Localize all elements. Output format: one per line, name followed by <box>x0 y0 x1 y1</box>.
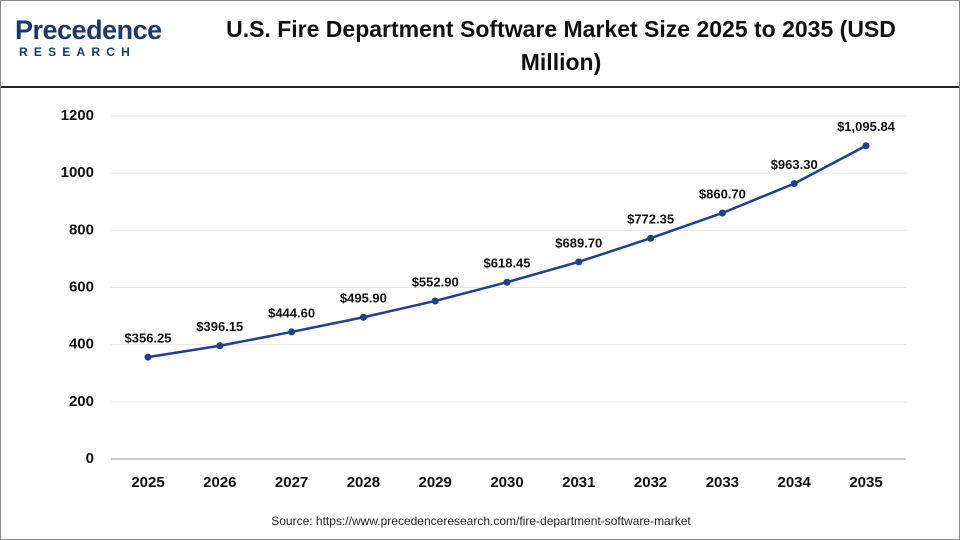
y-tick-label: 400 <box>69 336 94 353</box>
value-label: $860.70 <box>699 186 746 201</box>
y-tick-label: 0 <box>86 450 94 467</box>
x-tick-label: 2027 <box>275 474 308 491</box>
point <box>359 313 367 321</box>
x-tick-label: 2025 <box>131 474 164 491</box>
point <box>718 209 726 217</box>
value-label: $356.25 <box>125 331 172 346</box>
y-tick-label: 800 <box>69 221 94 238</box>
y-tick-label: 1200 <box>61 107 94 124</box>
value-label: $963.30 <box>771 157 818 172</box>
chart-title: U.S. Fire Department Software Market Siz… <box>226 16 896 75</box>
value-label: $1,095.84 <box>837 119 896 134</box>
value-label: $495.90 <box>340 291 387 306</box>
point <box>288 328 296 336</box>
point <box>503 278 511 286</box>
x-tick-label: 2029 <box>419 474 452 491</box>
x-tick-label: 2026 <box>203 474 236 491</box>
x-tick-label: 2033 <box>706 474 739 491</box>
source: Source: https://www.precedenceresearch.c… <box>271 514 691 528</box>
point <box>647 234 655 242</box>
point <box>575 258 583 266</box>
point <box>790 180 798 188</box>
point <box>144 353 152 361</box>
point <box>216 342 224 350</box>
y-tick-label: 1000 <box>61 164 94 181</box>
value-label: $772.35 <box>627 212 674 227</box>
value-label: $396.15 <box>196 319 243 334</box>
x-tick-label: 2035 <box>849 474 882 491</box>
logo-tagline: RESEARCH <box>19 45 136 59</box>
y-tick-label: 600 <box>69 278 94 295</box>
header-separator <box>1 86 959 88</box>
point <box>862 142 870 150</box>
y-tick-label: 200 <box>69 393 94 410</box>
x-tick-label: 2028 <box>347 474 380 491</box>
point <box>431 297 439 305</box>
value-label: $618.45 <box>484 256 531 271</box>
value-label: $689.70 <box>555 235 602 250</box>
x-tick-label: 2030 <box>490 474 523 491</box>
x-tick-label: 2034 <box>778 474 812 491</box>
value-label: $552.90 <box>412 274 459 289</box>
value-label: $444.60 <box>268 305 315 320</box>
line <box>147 144 867 359</box>
logo-name: Precedence <box>15 15 162 45</box>
x-tick-label: 2032 <box>634 474 667 491</box>
x-tick-label: 2031 <box>562 474 595 491</box>
